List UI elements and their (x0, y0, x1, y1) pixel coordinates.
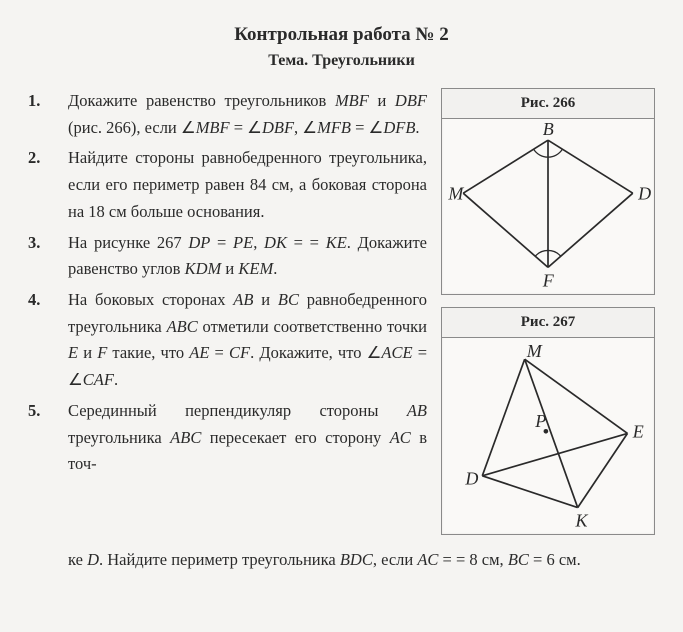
figure-266: Рис. 266 M B D F (441, 88, 655, 295)
figure-267-svg: M D K E P (442, 338, 654, 534)
problem-text: Докажите равенство треугольников MBF и D… (68, 88, 427, 141)
problems-column: 1. Докажите равенство треугольников MBF … (28, 88, 427, 547)
svg-text:P: P (534, 411, 546, 431)
problem-number: 4. (28, 287, 68, 394)
problem-number: 5. (28, 398, 68, 478)
problem-5: 5. Серединный перпендикуляр стороны AB т… (28, 398, 427, 478)
figure-267: Рис. 267 M D K E P (441, 307, 655, 535)
svg-text:M: M (447, 184, 464, 204)
problem-number: 1. (28, 88, 68, 141)
problem-1: 1. Докажите равенство треугольников MBF … (28, 88, 427, 141)
problem-2: 2. Найдите стороны равнобедренного треуг… (28, 145, 427, 225)
problem-number: 3. (28, 230, 68, 283)
page-title: Контрольная работа № 2 (28, 24, 655, 46)
content-area: 1. Докажите равенство треугольников MBF … (28, 88, 655, 547)
problem-text: На рисунке 267 DP = PE, DK = = KE. Докаж… (68, 230, 427, 283)
svg-text:D: D (464, 468, 478, 488)
page-subtitle: Тема. Треугольники (28, 52, 655, 70)
problem-text: Серединный перпендикуляр стороны AB треу… (68, 398, 427, 478)
problem-text: На боковых сторонах AB и BC равнобедренн… (68, 287, 427, 394)
figures-column: Рис. 266 M B D F Рис. 267 M D K E P (441, 88, 655, 547)
svg-text:K: K (575, 511, 589, 531)
svg-text:D: D (637, 184, 651, 204)
problem-number: 2. (28, 145, 68, 225)
figure-266-svg: M B D F (442, 119, 654, 294)
figure-label: Рис. 266 (442, 89, 654, 119)
svg-text:F: F (542, 270, 555, 290)
svg-text:M: M (526, 341, 543, 361)
problem-4: 4. На боковых сторонах AB и BC равнобедр… (28, 287, 427, 394)
svg-text:B: B (543, 119, 554, 139)
problem-3: 3. На рисунке 267 DP = PE, DK = = KE. До… (28, 230, 427, 283)
problem-5-continuation: ке D. Найдите периметр треугольника BDC,… (28, 547, 655, 574)
problem-text: Найдите стороны равнобедренного треуголь… (68, 145, 427, 225)
svg-text:E: E (632, 422, 644, 442)
figure-label: Рис. 267 (442, 308, 654, 338)
